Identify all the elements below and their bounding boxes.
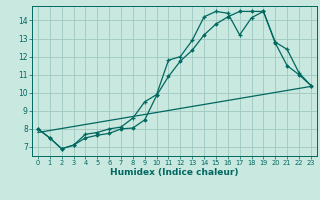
X-axis label: Humidex (Indice chaleur): Humidex (Indice chaleur) (110, 168, 239, 177)
